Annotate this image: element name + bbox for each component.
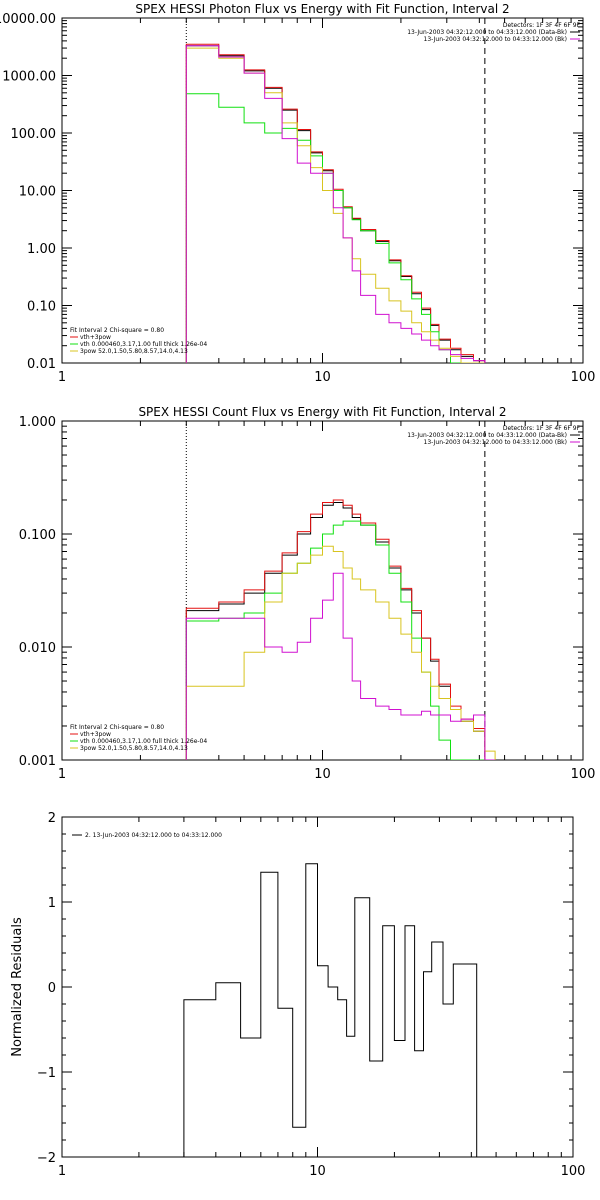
legend-top-entry: 13-Jun-2003 04:32:12.000 to 04:33:12.000… bbox=[424, 439, 567, 446]
legend-bottom-entry: vth+3pow bbox=[80, 334, 111, 341]
y-tick-label: 0.100 bbox=[19, 528, 56, 543]
y-tick-label: 0.010 bbox=[19, 641, 56, 656]
chart-panel-3: 1 10 100 −2 −1 0 1 2 Normalized Residuals 2. 13-J… bbox=[10, 811, 585, 1179]
y-tick-label: 1 bbox=[48, 896, 56, 911]
series-group bbox=[185, 43, 486, 363]
chart-title: SPEX HESSI Photon Flux vs Energy with Fi… bbox=[135, 2, 509, 16]
y-tick-label: 0.01 bbox=[27, 357, 56, 372]
y-tick-label: 1000.00 bbox=[2, 70, 56, 85]
x-tick-label: 100 bbox=[561, 1164, 586, 1179]
legend-top-entry: 13-Jun-2003 04:32:12.000 to 04:33:12.000… bbox=[424, 36, 567, 43]
y-tick-label: 10.00 bbox=[19, 185, 56, 200]
y-axis-label: Normalized Residuals bbox=[10, 917, 25, 1057]
chart-panel-2: SPEX HESSI Count Flux vs Energy with Fit… bbox=[19, 405, 596, 782]
y-tick-label: 1.000 bbox=[19, 415, 56, 430]
legend-top-entry: Detectors: 1F 3F 4F 6F 9F bbox=[503, 22, 581, 29]
y-tick-label: 1.00 bbox=[27, 242, 56, 257]
x-tick-label: 100 bbox=[571, 370, 596, 385]
legend-top-entry: 13-Jun-2003 04:32:12.000 to 04:33:12.000… bbox=[407, 29, 567, 36]
legend-bottom-entry: Fit Interval 2 Chi-square = 0.80 bbox=[70, 327, 164, 334]
series-green-line bbox=[185, 520, 496, 760]
series-group bbox=[185, 499, 496, 760]
x-tick-label: 1 bbox=[58, 1164, 66, 1179]
series-magenta-line bbox=[185, 572, 496, 760]
x-tick-label: 1 bbox=[58, 767, 66, 782]
legend-bottom-entry: 3pow 52.0,1.50,5.80,8.57,14.0,4.13 bbox=[80, 348, 188, 355]
legend-top-entry: 13-Jun-2003 04:32:12.000 to 04:33:12.000… bbox=[407, 432, 567, 439]
chart-title: SPEX HESSI Count Flux vs Energy with Fit… bbox=[138, 405, 506, 419]
legend-entry: 2. 13-Jun-2003 04:32:12.000 to 04:33:12.… bbox=[85, 832, 222, 839]
series-black-line bbox=[185, 502, 496, 760]
series-black-line bbox=[185, 45, 486, 363]
x-tick-label: 100 bbox=[571, 767, 596, 782]
series-red-line bbox=[185, 499, 496, 760]
legend-top-entry: Detectors: 1F 3F 4F 6F 9F bbox=[503, 425, 581, 432]
y-tick-label: −1 bbox=[37, 1066, 56, 1081]
x-tick-label: 10 bbox=[314, 370, 331, 385]
series-green-line bbox=[185, 93, 485, 363]
x-tick-label: 10 bbox=[309, 1164, 326, 1179]
series-magenta-line bbox=[185, 45, 486, 363]
y-tick-label: 0.001 bbox=[19, 754, 56, 769]
series-group bbox=[183, 863, 478, 1157]
legend-bottom-entry: 3pow 52.0,1.50,5.80,8.57,14.0,4.13 bbox=[80, 745, 188, 752]
y-tick-label: 0 bbox=[48, 981, 56, 996]
x-tick-label: 10 bbox=[314, 767, 331, 782]
y-tick-label: 0.10 bbox=[27, 300, 56, 315]
plot-frame bbox=[61, 420, 584, 761]
x-tick-label: 1 bbox=[58, 370, 66, 385]
y-tick-label: 10000.00 bbox=[0, 12, 56, 27]
legend-bottom-entry: vth 0.000460,3.17,1.00 full thick 1.26e-… bbox=[80, 341, 207, 348]
y-tick-label: −2 bbox=[37, 1151, 56, 1166]
legend-bottom-entry: vth 0.000460,3.17,1.00 full thick 1.26e-… bbox=[80, 738, 207, 745]
series-black-line bbox=[183, 863, 478, 1157]
legend-bottom-entry: vth+3pow bbox=[80, 731, 111, 738]
legend-bottom-entry: Fit Interval 2 Chi-square = 0.80 bbox=[70, 724, 164, 731]
chart-panel-1: SPEX HESSI Photon Flux vs Energy with Fi… bbox=[0, 2, 595, 385]
series-yellow-line bbox=[185, 47, 485, 363]
series-yellow-line bbox=[185, 545, 496, 760]
y-tick-label: 100.00 bbox=[11, 127, 57, 142]
series-red-line bbox=[185, 43, 486, 363]
y-tick-label: 2 bbox=[48, 811, 56, 826]
